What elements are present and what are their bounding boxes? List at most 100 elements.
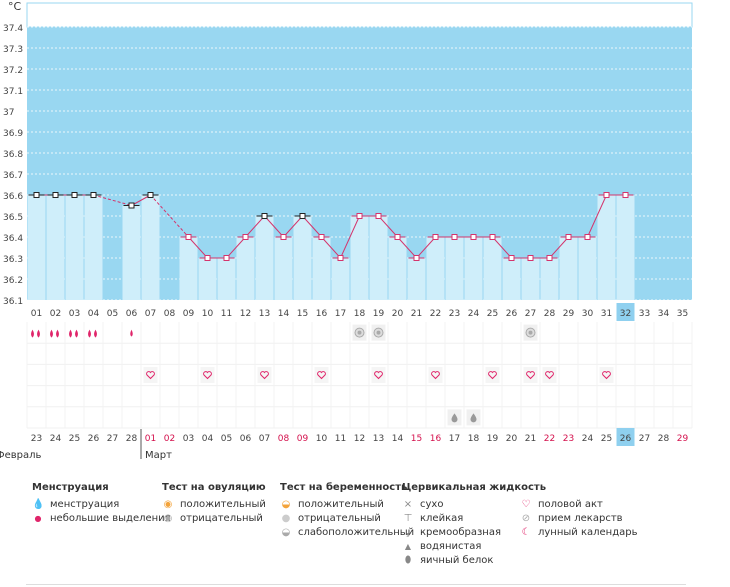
y-tick-label: 37.3: [3, 45, 23, 55]
temperature-bar: [426, 237, 445, 300]
calendar-date: 19: [487, 434, 499, 444]
legend-ovulation: Тест на овуляцию ◉ положительный ◉ отрицат…: [162, 482, 266, 526]
cycle-day-label: 08: [164, 309, 176, 319]
legend-item: ● небольшие выделения: [32, 512, 171, 526]
heart-cell: [428, 367, 443, 383]
legend-other: ♡ половой акт ⊘ прием лекарств ☾ лунный кал…: [520, 482, 638, 540]
calendar-date: 29: [677, 434, 689, 444]
y-tick-label: 37.2: [3, 66, 23, 76]
cycle-day-label: 17: [335, 309, 346, 319]
egg-white-icon: [470, 413, 477, 423]
heart-cell: [314, 367, 329, 383]
cycle-day-label: 04: [88, 309, 100, 319]
temperature-point: [318, 234, 325, 240]
current-day-highlight: [616, 303, 635, 321]
temperature-point: [280, 234, 287, 240]
ovulation-negative-icon: ◉: [163, 513, 173, 524]
calendar-date: 13: [373, 434, 384, 444]
temperature-bar: [141, 195, 160, 300]
y-tick-label: 36.9: [3, 129, 23, 139]
cycle-day-label: 09: [183, 309, 195, 319]
temperature-bar: [464, 237, 483, 300]
today-highlight: [616, 428, 635, 446]
y-tick-label: 37: [3, 108, 14, 118]
cycle-day-label: 18: [354, 309, 366, 319]
temperature-bar: [236, 237, 255, 300]
heart-cell: [523, 367, 538, 383]
temperature-bar: [179, 237, 198, 300]
egg-white-icon: [451, 413, 458, 423]
temperature-point: [52, 192, 59, 198]
temperature-bar: [597, 195, 616, 300]
y-tick-label: 36.1: [3, 297, 23, 307]
creamy-icon: ❟: [406, 527, 410, 538]
temperature-point: [204, 255, 211, 261]
heart-icon: [545, 371, 554, 380]
calendar-date: 02: [164, 434, 175, 444]
pill-icon: ⊘: [521, 513, 531, 524]
heart-icon: [602, 371, 611, 380]
temperature-bar: [483, 237, 502, 300]
temperature-bar: [293, 216, 312, 300]
temperature-bar: [84, 195, 103, 300]
calendar-date: 24: [50, 434, 62, 444]
cycle-day-label: 34: [658, 309, 670, 319]
legend-menstruation: Менструация 💧 менструация ● небольшие выде…: [32, 482, 171, 526]
dry-icon: ×: [403, 499, 413, 510]
calendar-date: 10: [316, 434, 328, 444]
temperature-segment: [226, 236, 246, 259]
month-label: Март: [145, 450, 172, 461]
heart-cell: [371, 367, 386, 383]
temperature-bar: [274, 237, 293, 300]
temperature-point: [622, 192, 629, 198]
calendar-date: 26: [88, 434, 100, 444]
egg-white-icon: ⬮: [404, 555, 412, 566]
menstruation-drop-icon: [69, 329, 78, 338]
cycle-day-label: 14: [278, 309, 290, 319]
legend-item: ❟ кремообразная: [402, 526, 546, 540]
calendar-date: 14: [392, 434, 404, 444]
y-tick-label: 36.6: [3, 192, 23, 202]
legend-title: Цервикальная жидкость: [402, 482, 547, 493]
temperature-point: [508, 255, 515, 261]
y-axis-ticks: 37.4 37.3 37.2 37.1 37 36.9 36.8 36.7 36.6 36.5 36…: [3, 24, 23, 307]
heart-icon: [431, 371, 440, 380]
cycle-day-label: 26: [506, 309, 518, 319]
cycle-day-label: 29: [563, 309, 575, 319]
legend-item: ◉ положительный: [163, 499, 266, 510]
temperature-segment: [587, 194, 607, 238]
cycle-day-label: 13: [259, 309, 270, 319]
temperature-segment: [340, 215, 360, 259]
heart-icon: [146, 371, 155, 380]
temperature-point: [451, 234, 458, 240]
pregnancy-negative-icon: ●: [281, 513, 291, 524]
temperature-point: [33, 192, 40, 198]
calendar-date: 28: [658, 434, 670, 444]
ovulation-negative-dot: [357, 330, 362, 335]
heart-cell: [143, 367, 158, 383]
temperature-segment: [283, 215, 303, 238]
month-label: Февраль: [0, 450, 42, 461]
legend-title: Тест на беременность: [280, 482, 408, 493]
calendar-date: 20: [506, 434, 518, 444]
temperature-segment: [378, 215, 398, 238]
cycle-day-label: 15: [297, 309, 308, 319]
cycle-day-label: 31: [601, 309, 612, 319]
cycle-day-label: 03: [69, 309, 80, 319]
heart-icon: ♡: [521, 499, 531, 510]
cycle-day-label: 05: [107, 309, 118, 319]
cycle-day-label: 24: [468, 309, 480, 319]
calendar-date: 18: [468, 434, 480, 444]
y-tick-label: 37.4: [3, 24, 23, 34]
calendar-date: 26: [620, 434, 632, 444]
plot-top-frame: [26, 2, 693, 28]
temperature-segment: [302, 215, 322, 238]
calendar-date: 23: [31, 434, 42, 444]
temperature-gap-segment: [150, 194, 189, 238]
ovulation-negative-dot: [376, 330, 381, 335]
temperature-point: [527, 255, 534, 261]
legend-item: ♡ половой акт: [521, 499, 603, 510]
calendar-date: 27: [107, 434, 118, 444]
temperature-point: [90, 192, 97, 198]
temperature-segment: [416, 236, 436, 259]
